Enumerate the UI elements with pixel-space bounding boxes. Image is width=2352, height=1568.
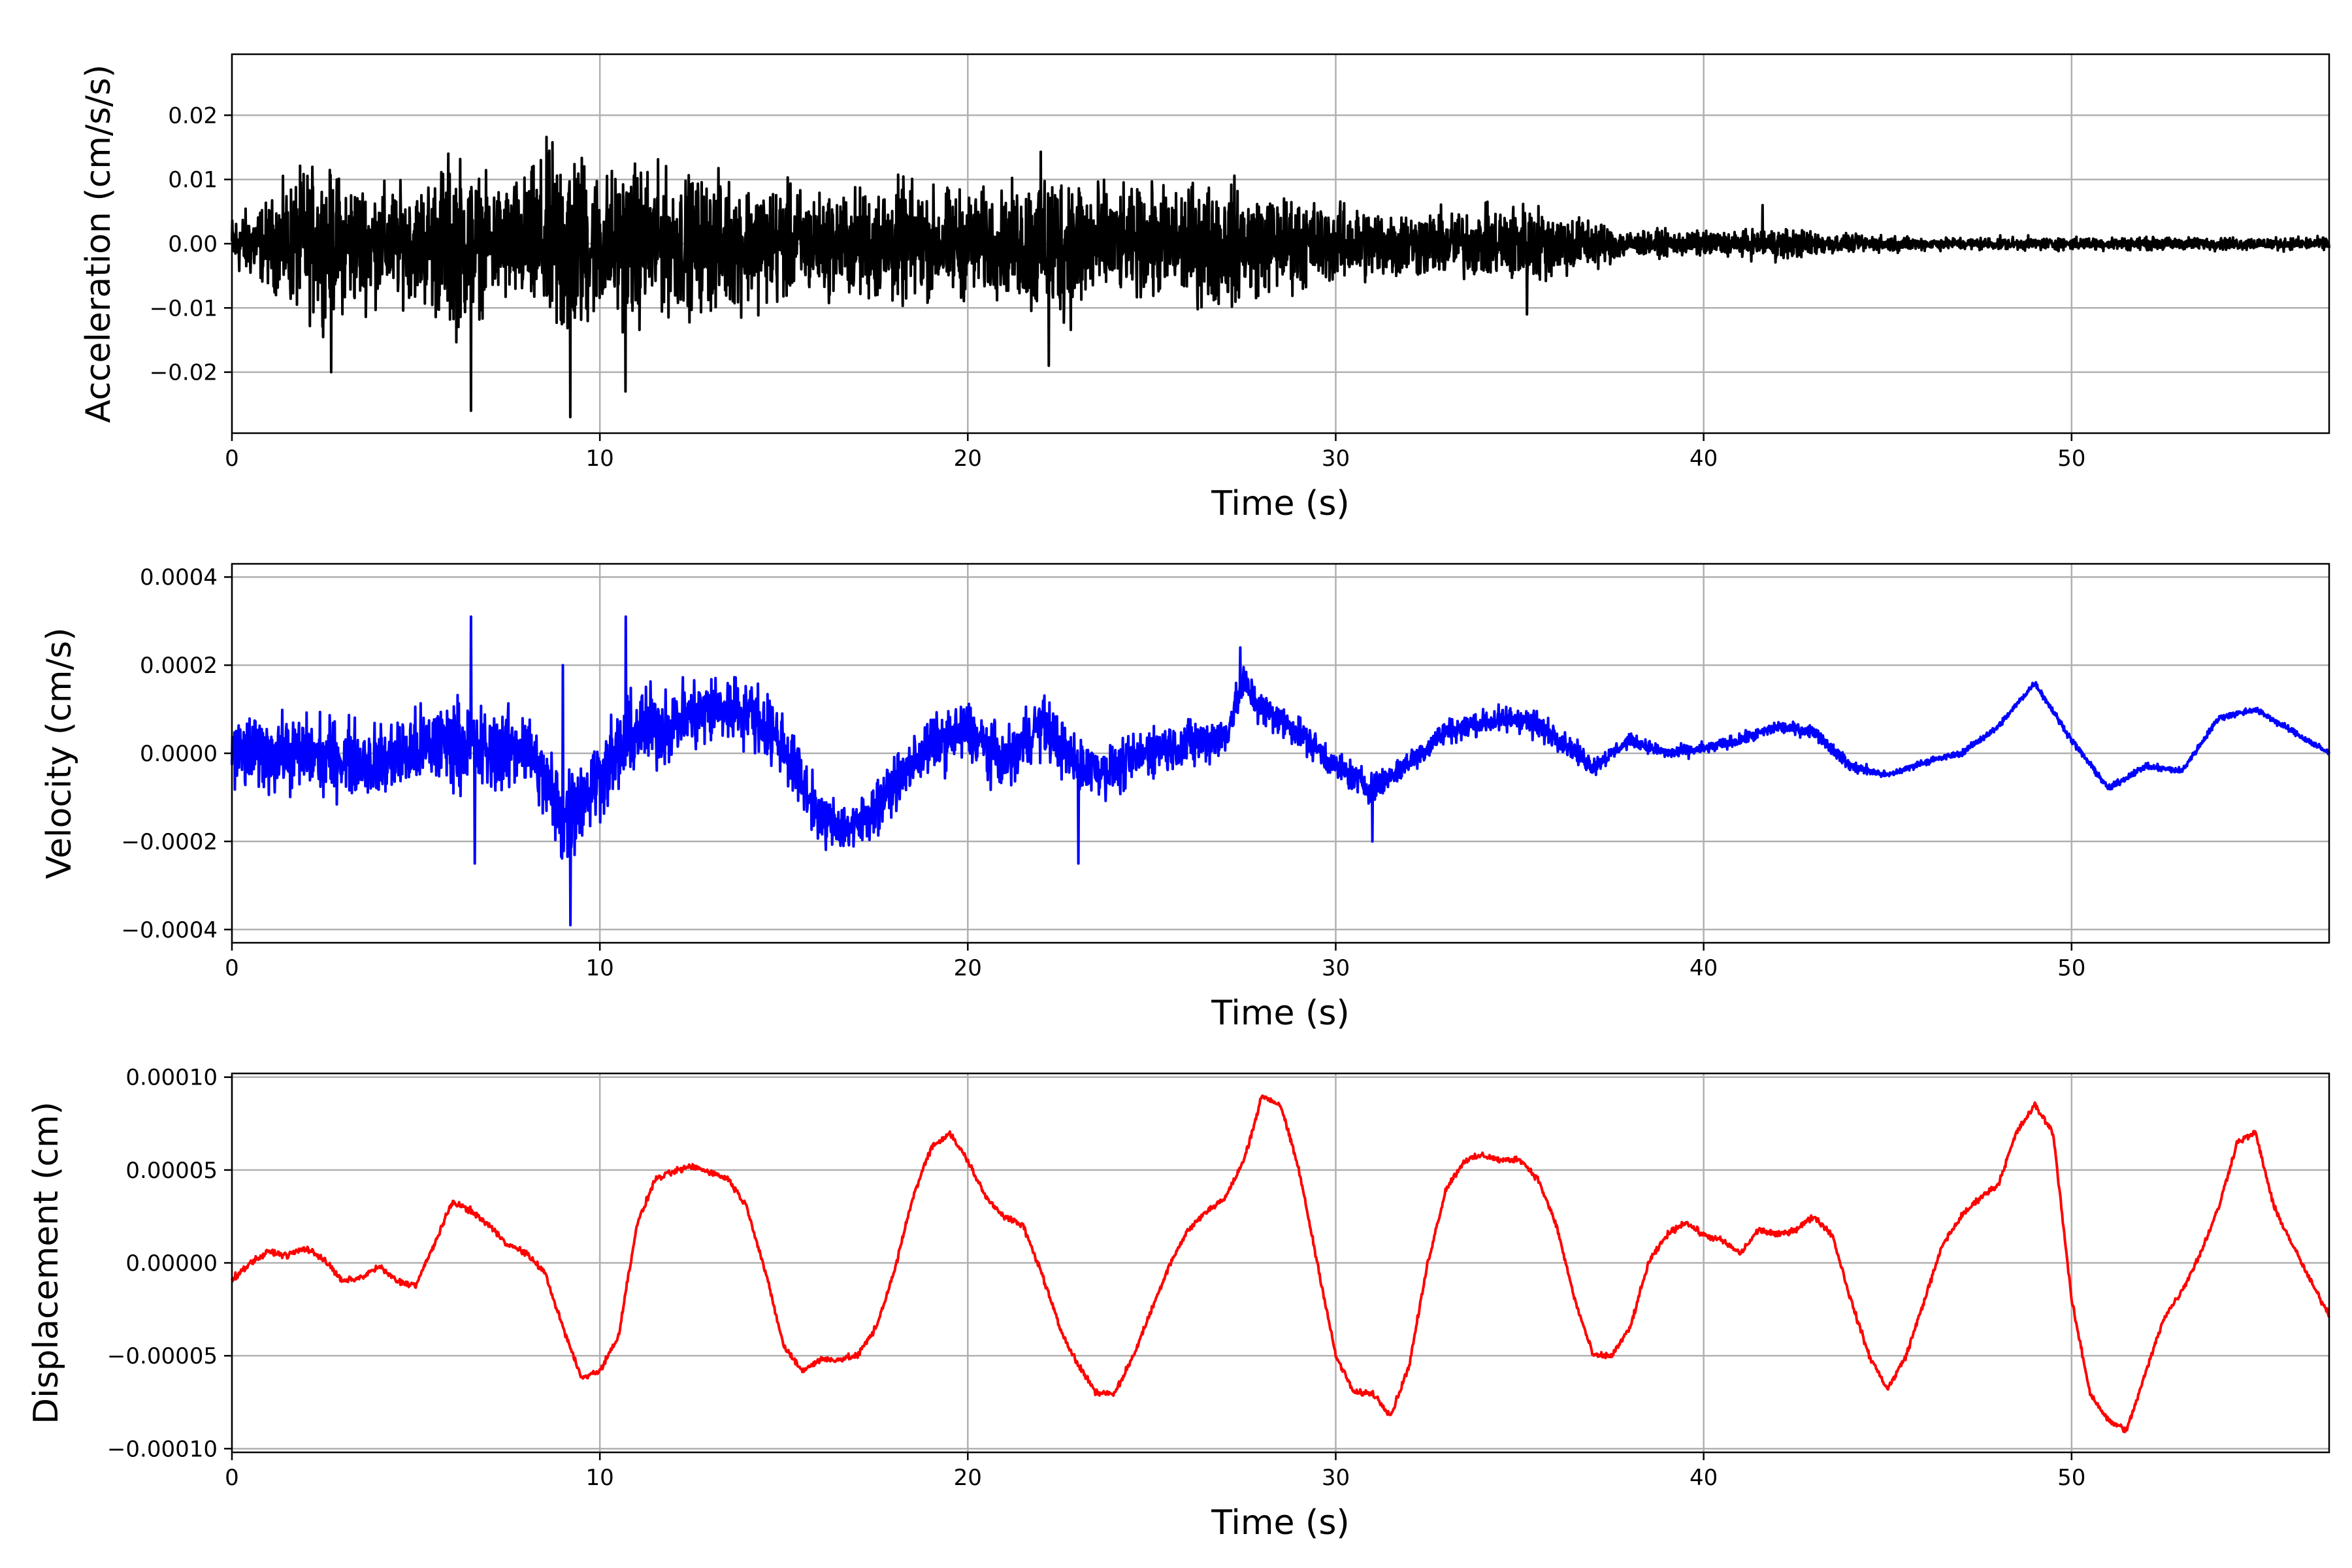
x-tick-label: 20 <box>954 1465 982 1491</box>
y-tick-label: −0.0004 <box>122 917 218 943</box>
y-tick-label: −0.00005 <box>107 1343 218 1369</box>
acceleration-x-axis-label: Time (s) <box>1211 484 1349 523</box>
y-tick-label: 0.0004 <box>140 564 218 591</box>
x-tick-label: 40 <box>1690 1465 1718 1491</box>
x-tick-label: 10 <box>586 955 614 981</box>
y-tick-label: 0.00 <box>168 231 218 257</box>
x-tick-label: 10 <box>586 446 614 472</box>
velocity-series-line <box>231 615 2330 926</box>
y-tick-label: 0.00010 <box>125 1065 218 1091</box>
x-tick-label: 10 <box>586 1465 614 1491</box>
x-tick-label: 50 <box>2057 446 2085 472</box>
y-tick-label: 0.02 <box>168 103 218 129</box>
x-tick-label: 0 <box>225 446 239 472</box>
x-tick-label: 20 <box>954 446 982 472</box>
acceleration-panel: 0 10 20 30 40 50 −0.02 −0.01 0.00 0.01 0.02 Time (s… <box>79 53 2330 523</box>
x-tick-label: 30 <box>1322 955 1350 981</box>
y-tick-label: −0.02 <box>150 360 218 386</box>
x-tick-label: 30 <box>1322 446 1350 472</box>
y-tick-label: 0.00005 <box>125 1158 218 1184</box>
x-tick-label: 50 <box>2057 955 2085 981</box>
y-tick-label: −0.01 <box>150 295 218 321</box>
x-tick-label: 20 <box>954 955 982 981</box>
displacement-y-axis-label: Displacement (cm) <box>27 1102 66 1424</box>
displacement-series-line <box>231 1094 2330 1433</box>
x-tick-label: 40 <box>1690 955 1718 981</box>
velocity-x-axis-label: Time (s) <box>1211 994 1349 1033</box>
velocity-y-axis-label: Velocity (cm/s) <box>40 628 79 879</box>
velocity-grid <box>231 564 2329 943</box>
y-tick-label: −0.00010 <box>107 1436 218 1462</box>
acceleration-y-axis-label: Acceleration (cm/s/s) <box>79 65 118 423</box>
y-tick-label: 0.01 <box>168 167 218 193</box>
displacement-panel: 0 10 20 30 40 50 −0.00010 −0.00005 0.00000 0.0000… <box>27 1065 2330 1543</box>
x-tick-label: 40 <box>1690 446 1718 472</box>
acceleration-series-line <box>231 135 2330 419</box>
x-tick-label: 0 <box>225 955 239 981</box>
displacement-x-axis-label: Time (s) <box>1211 1503 1349 1543</box>
y-tick-label: 0.0002 <box>140 653 218 679</box>
x-tick-label: 50 <box>2057 1465 2085 1491</box>
displacement-grid <box>231 1073 2329 1452</box>
y-tick-label: 0.0000 <box>140 741 218 767</box>
x-tick-label: 0 <box>225 1465 239 1491</box>
y-tick-label: 0.00000 <box>125 1250 218 1277</box>
y-tick-label: −0.0002 <box>122 829 218 855</box>
velocity-panel: 0 10 20 30 40 50 −0.0004 −0.0002 0.0000 0.0002 0.0… <box>40 563 2330 1033</box>
x-tick-label: 30 <box>1322 1465 1350 1491</box>
